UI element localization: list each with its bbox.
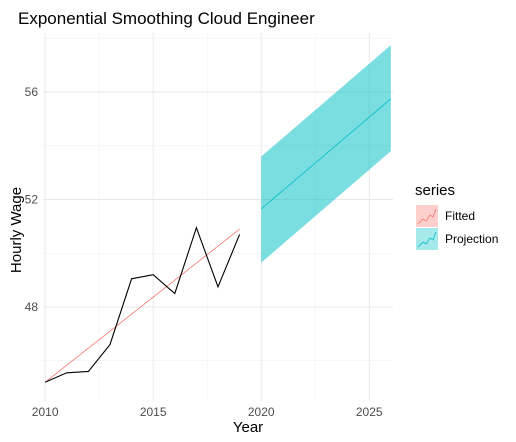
x-tick-label: 2025 (356, 405, 383, 419)
legend-key-projection (416, 228, 438, 250)
y-tick-labels: 48 52 56 (25, 85, 39, 314)
projection-line (260, 98, 392, 210)
legend-swatch-projection (416, 228, 438, 250)
legend: series Fitted Projection (415, 182, 498, 250)
legend-label-projection: Projection (445, 232, 498, 246)
x-tick-label: 2010 (32, 405, 59, 419)
legend-glyph-fitted (417, 208, 437, 225)
grid-major (43, 33, 393, 401)
x-axis-title: Year (233, 419, 263, 436)
actual-line (44, 226, 241, 383)
y-tick-label: 48 (25, 300, 39, 314)
legend-label-fitted: Fitted (445, 209, 475, 223)
legend-swatch-fitted (416, 205, 438, 227)
legend-key-fitted (416, 205, 438, 227)
grid-minor (43, 33, 393, 401)
y-tick-label: 56 (25, 85, 39, 99)
chart-title: Exponential Smoothing Cloud Engineer (18, 9, 315, 28)
x-tick-labels: 2010 2015 2020 2025 (32, 405, 383, 419)
x-tick-label: 2020 (248, 405, 275, 419)
y-tick-label: 52 (25, 193, 39, 207)
fitted-line (44, 228, 240, 383)
y-axis-title: Hourly Wage (8, 187, 25, 273)
x-tick-label: 2015 (140, 405, 167, 419)
legend-glyph-projection (417, 231, 437, 248)
legend-title: series (415, 182, 455, 199)
